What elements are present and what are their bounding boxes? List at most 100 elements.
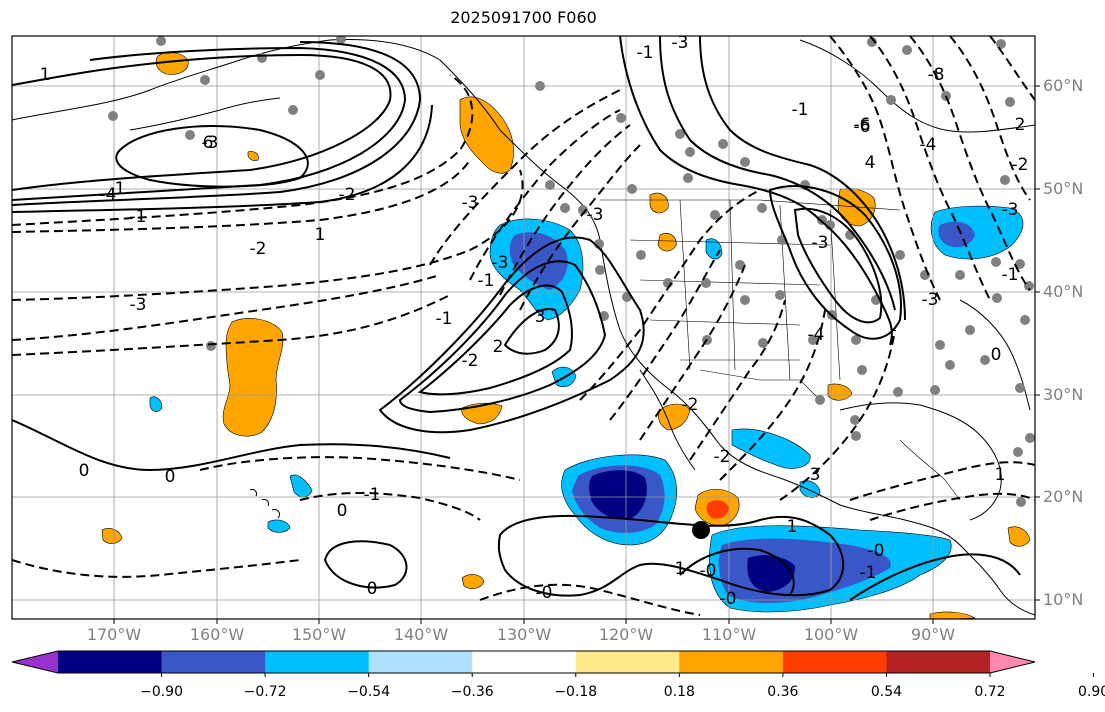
contour-label: 0 [367,579,378,599]
contour-neg-15 [779,329,896,501]
colorbar-segment [886,651,991,673]
contour-label: -0 [536,583,553,603]
contour-neg-bottom-1 [12,559,301,578]
contour-label: 3 [810,465,821,485]
lon-label: 170°W [86,625,142,644]
fill-small-orange-1 [461,402,503,425]
contour-neg-4 [12,274,441,341]
dashed-contours [12,36,1035,616]
contour-pos-ridge-3 [699,36,906,321]
colorbar-segment [368,651,473,673]
contour-neg-3 [12,169,524,301]
contour-label: -2 [250,239,267,259]
contour-neg-east-2 [869,36,991,301]
fill-small-cyan-1 [289,474,313,498]
colorbar-tick-label: 0.36 [767,684,799,700]
contour-label: -3 [492,253,509,273]
contour-neg-bottom-3 [299,492,481,521]
contour-pos-low-1 [768,185,902,340]
fill-small-orange-5 [461,574,485,589]
lon-label: 140°W [393,625,449,644]
contour-label: -3 [202,133,219,153]
contour-labels: 1 -3 -2 1 1 -1 -2 -3 -4 6 -6 -8 -3 -1 -1… [40,36,1029,609]
contour-label: -1 [637,43,654,63]
contour-neg-bottom-5 [849,461,1035,501]
colorbar-tick-label: −0.72 [243,684,287,700]
contour-neg-east-3 [909,36,1031,291]
contour-label: -4 [920,135,937,155]
contour-pos-aleutian-2 [12,46,407,201]
contour-label: 4 [865,153,876,173]
contour-pos-trough-2 [398,260,607,414]
contour-label: 0 [337,501,348,521]
contour-neg-bottom-2 [199,456,521,481]
contour-label: 2 [493,337,504,357]
contour-pos-trough-3 [417,284,573,396]
contour-label: -3 [1002,200,1019,220]
contour-neg-east-5 [989,36,1035,101]
contour-label: -1 [364,485,381,505]
lon-label: 150°W [291,625,347,644]
contour-label: 6 [203,133,214,153]
contour-neg-east-1 [829,36,941,301]
fill-small-orange-7 [657,232,677,252]
coast-gulf-mexico [839,402,1002,521]
station-dots [108,36,1035,507]
contour-label: -0 [720,589,737,609]
contour-label: -6 [854,117,871,137]
fill-mexico-navy [589,470,647,520]
contour-label: -2 [714,447,731,467]
contour-pos-aleutian-3 [12,41,422,206]
colorbar-segment [58,651,163,673]
lon-label: 90°W [910,625,956,644]
colorbar [11,650,1095,677]
contour-label: -2 [682,395,699,415]
colorbar-tick-label: 0.18 [663,684,695,700]
fill-small-cyan-2 [267,519,291,533]
coast-aleutian-chain [129,97,281,131]
contour-neg-10 [579,189,761,401]
lon-label: 120°W [598,625,654,644]
fill-red-core [706,500,729,519]
fill-small-orange-3 [1007,526,1031,547]
colorbar-segment [472,651,577,673]
contour-pos-mid-1 [12,419,451,472]
lon-label: 160°W [189,625,245,644]
colorbar-tick-label: −0.18 [554,684,598,700]
contour-label: -1 [1002,265,1019,285]
contour-neg-14 [719,309,826,481]
lat-label: 10°N [1043,590,1084,609]
contour-label: -4 [808,325,825,345]
contour-pos-aleutian-4 [115,125,309,188]
contour-label: -2 [462,351,479,371]
lat-label: 40°N [1043,282,1084,301]
colorbar-tick-label: 0.90 [1077,684,1105,700]
contour-label: 1 [315,225,326,245]
colorbar-segment [265,651,370,673]
contour-label: -0 [868,541,885,561]
colorbar-tick-label: −0.54 [347,684,391,700]
contour-label: 0 [165,467,176,487]
contour-label: 0 [79,461,90,481]
colorbar-tick-label: 0.54 [870,684,903,700]
fill-small-orange-4 [101,528,123,544]
colorbar-segment [679,651,784,673]
coast-baja [639,369,696,471]
contour-pos-low-2 [793,207,883,324]
contour-pos-aleutian-1 [12,53,392,191]
fill-small-orange-8 [827,383,853,401]
contour-label: 1 [675,559,686,579]
coastlines [12,39,1035,616]
contours [12,36,1021,601]
colorbar-extend-low [12,651,58,673]
contour-neg-east-4 [949,36,1031,201]
fill-small-cyan-6 [149,396,163,412]
anomaly-fills [101,52,1031,619]
contour-pos-aleutian-5 [12,104,433,213]
colorbar-tick-label: 0.72 [974,684,1006,700]
contour-label: -3 [922,290,939,310]
contour-neg-2 [12,159,471,233]
contour-neg-5 [12,294,451,356]
contour-label: 1 [787,517,798,537]
